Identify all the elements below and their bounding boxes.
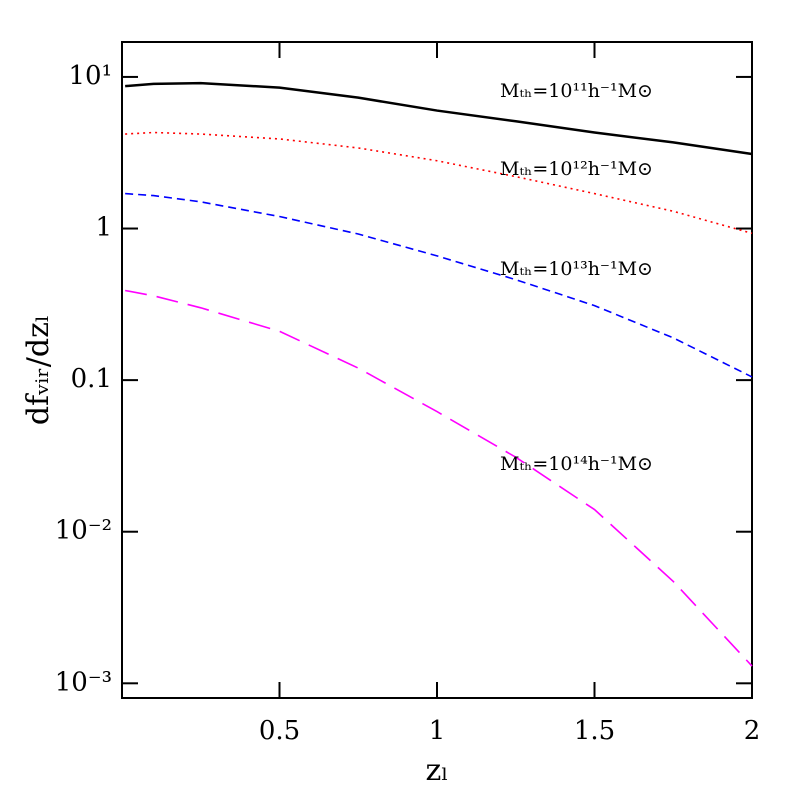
- y-tick-label: 10¹: [68, 61, 112, 91]
- x-tick-label: 2: [744, 716, 761, 746]
- y-tick-label: 1: [95, 213, 112, 243]
- series-label: Mₜₕ=10¹¹h⁻¹M⊙: [500, 80, 653, 102]
- y-axis-label: dfᵥᵢᵣ/dzₗ: [21, 315, 56, 425]
- series-line: [125, 192, 753, 378]
- series-label: Mₜₕ=10¹²h⁻¹M⊙: [500, 158, 653, 180]
- series-line: [125, 81, 753, 156]
- x-tick-label: 0.5: [259, 716, 300, 746]
- x-tick-label: 1.5: [574, 716, 615, 746]
- series-label: Mₜₕ=10¹³h⁻¹M⊙: [500, 258, 653, 280]
- series-line: [125, 289, 753, 667]
- series-line: [125, 131, 753, 235]
- x-axis-label: zₗ: [425, 753, 448, 788]
- y-tick-label: 10⁻³: [55, 667, 112, 697]
- series-label: Mₜₕ=10¹⁴h⁻¹M⊙: [500, 453, 653, 475]
- y-tick-label: 10⁻²: [55, 516, 112, 546]
- x-tick-label: 1: [429, 716, 446, 746]
- y-tick-label: 0.1: [71, 364, 112, 394]
